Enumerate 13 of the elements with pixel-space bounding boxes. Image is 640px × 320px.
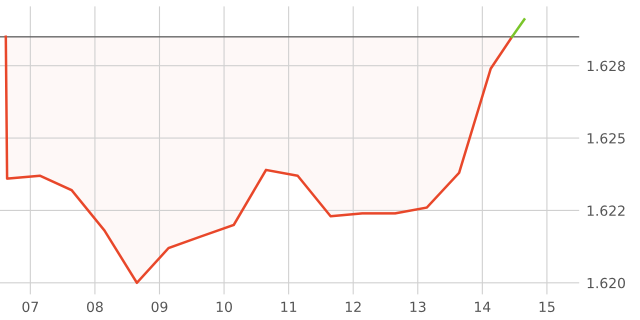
y-tick-label: 1.625: [588, 133, 625, 144]
x-tick-label: 12: [346, 302, 361, 312]
x-tick-label: 11: [281, 302, 296, 312]
x-tick-label: 08: [87, 302, 103, 312]
x-tick-label: 10: [216, 302, 232, 312]
x-tick-label: 14: [475, 302, 490, 312]
y-tick-label: 1.622: [588, 205, 625, 216]
y-tick-label: 1.620: [588, 278, 625, 288]
x-tick-label: 09: [152, 302, 168, 312]
x-tick-label: 07: [22, 302, 38, 312]
x-tick-label: 15: [540, 302, 555, 312]
x-tick-label: 13: [410, 302, 426, 312]
y-tick-label: 1.628: [588, 60, 625, 72]
